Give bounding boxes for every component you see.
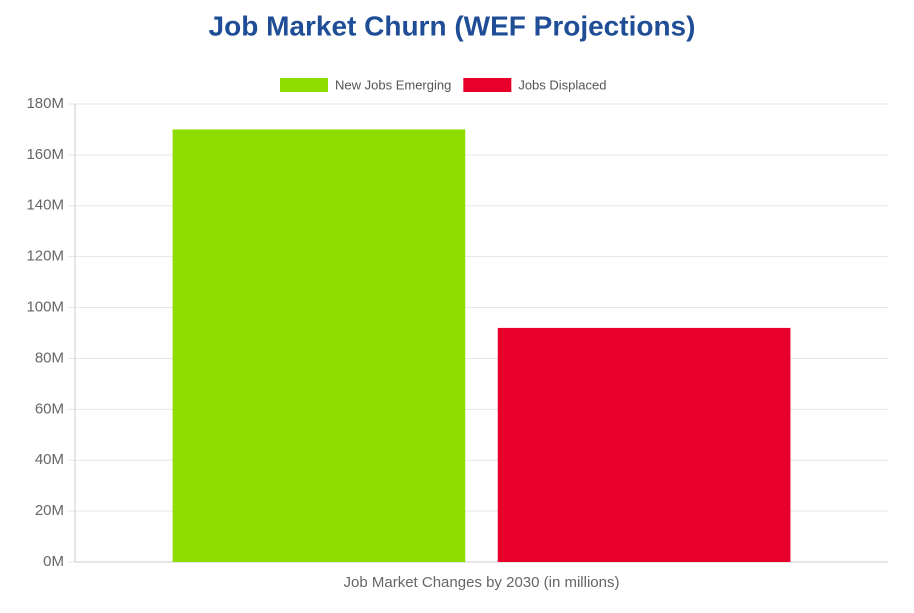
y-tick-label: 40M <box>35 451 64 468</box>
y-tick-label: 180M <box>26 95 64 112</box>
y-tick-label: 140M <box>26 197 64 214</box>
y-tick-label: 100M <box>26 299 64 316</box>
legend-swatch <box>280 78 328 92</box>
bar <box>497 327 791 562</box>
y-tick-label: 80M <box>35 349 64 366</box>
x-tick-label: Job Market Changes by 2030 (in millions) <box>344 574 620 591</box>
bar <box>172 129 466 562</box>
y-tick-label: 120M <box>26 248 64 265</box>
chart-title: Job Market Churn (WEF Projections) <box>209 10 696 41</box>
y-tick-label: 160M <box>26 146 64 163</box>
legend-label: Jobs Displaced <box>518 77 606 92</box>
legend-swatch <box>463 78 512 92</box>
y-tick-label: 20M <box>35 502 64 519</box>
y-tick-label: 0M <box>43 553 64 570</box>
y-tick-label: 60M <box>35 400 64 417</box>
legend-label: New Jobs Emerging <box>335 77 451 92</box>
